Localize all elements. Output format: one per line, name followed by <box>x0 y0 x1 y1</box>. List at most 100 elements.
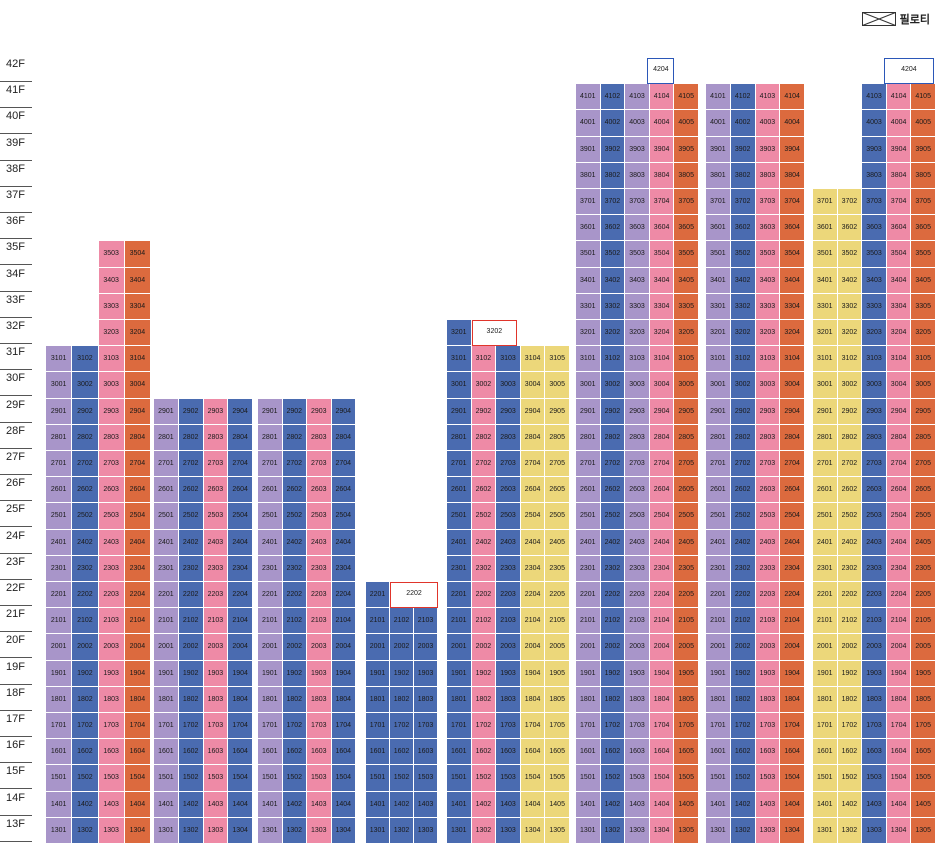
unit-2804: 2804 <box>649 424 675 451</box>
unit-1302: 1302 <box>600 817 626 844</box>
unit-3602: 3602 <box>730 215 756 242</box>
unit-1703: 1703 <box>862 713 887 740</box>
unit-1304: 1304 <box>649 817 675 844</box>
unit-1504: 1504 <box>331 765 356 792</box>
unit-1802: 1802 <box>600 686 626 713</box>
floor-label: 16F <box>0 737 32 764</box>
unit-1903: 1903 <box>98 660 125 687</box>
unit-3701: 3701 <box>576 189 601 216</box>
unit-3103: 3103 <box>755 346 781 373</box>
unit-2302: 2302 <box>837 555 863 582</box>
unit-2303: 2303 <box>496 555 521 582</box>
unit-2204: 2204 <box>520 582 546 609</box>
unit-2303: 2303 <box>203 555 229 582</box>
unit-1801: 1801 <box>576 686 601 713</box>
unit-2701: 2701 <box>447 451 472 478</box>
unit-2905: 2905 <box>674 398 699 425</box>
unit-2702: 2702 <box>837 451 863 478</box>
unit-2002: 2002 <box>178 634 204 661</box>
unit-1404: 1404 <box>780 791 805 818</box>
unit-3204: 3204 <box>886 320 912 347</box>
unit-3903: 3903 <box>755 136 781 163</box>
unit-2104: 2104 <box>124 608 151 635</box>
unit-3205: 3205 <box>911 320 936 347</box>
unit-3703: 3703 <box>755 189 781 216</box>
unit-2502: 2502 <box>471 503 497 530</box>
unit-2501: 2501 <box>447 503 472 530</box>
unit-3201: 3201 <box>576 320 601 347</box>
unit-3502: 3502 <box>600 241 626 268</box>
unit-2203: 2203 <box>98 582 125 609</box>
unit-2401: 2401 <box>706 529 731 556</box>
unit-2804: 2804 <box>228 424 253 451</box>
unit-3702: 3702 <box>730 189 756 216</box>
floor-label: 34F <box>0 266 32 292</box>
unit-2701: 2701 <box>154 451 179 478</box>
unit-4104: 4104 <box>649 84 675 111</box>
unit-2201: 2201 <box>366 582 390 609</box>
unit-4002: 4002 <box>730 110 756 137</box>
floor-label: 37F <box>0 187 32 213</box>
unit-2403: 2403 <box>496 529 521 556</box>
unit-2104: 2104 <box>780 608 805 635</box>
unit-1401: 1401 <box>258 791 283 818</box>
floor-label: 13F <box>0 816 32 842</box>
unit-2205: 2205 <box>911 582 936 609</box>
unit-1502: 1502 <box>282 765 307 792</box>
unit-1405: 1405 <box>911 791 936 818</box>
unit-3601: 3601 <box>706 215 731 242</box>
unit-1703: 1703 <box>307 713 332 740</box>
unit-2702: 2702 <box>471 451 497 478</box>
unit-2901: 2901 <box>258 398 283 425</box>
unit-2703: 2703 <box>307 451 332 478</box>
unit-3101: 3101 <box>46 346 73 373</box>
unit-3203: 3203 <box>98 320 125 347</box>
unit-1803: 1803 <box>98 686 125 713</box>
unit-3901: 3901 <box>706 136 731 163</box>
unit-3101: 3101 <box>576 346 601 373</box>
piloti-x-box-icon <box>861 12 896 26</box>
unit-2603: 2603 <box>625 477 650 504</box>
unit-2904: 2904 <box>331 398 356 425</box>
unit-2605: 2605 <box>674 477 699 504</box>
unit-1502: 1502 <box>178 765 204 792</box>
unit-3604: 3604 <box>886 215 912 242</box>
unit-1805: 1805 <box>545 686 570 713</box>
unit-3702: 3702 <box>837 189 863 216</box>
unit-3101: 3101 <box>447 346 472 373</box>
unit-1903: 1903 <box>755 660 781 687</box>
unit-3403: 3403 <box>625 267 650 294</box>
unit-3702: 3702 <box>600 189 626 216</box>
unit-1302: 1302 <box>178 817 204 844</box>
unit-1303: 1303 <box>755 817 781 844</box>
unit-2404: 2404 <box>649 529 675 556</box>
unit-1704: 1704 <box>331 713 356 740</box>
unit-1305: 1305 <box>911 817 936 844</box>
unit-2504: 2504 <box>780 503 805 530</box>
unit-2601: 2601 <box>46 477 73 504</box>
unit-2704: 2704 <box>886 451 912 478</box>
floor-label: 39F <box>0 135 32 161</box>
unit-1503: 1503 <box>203 765 229 792</box>
unit-1601: 1601 <box>813 739 838 766</box>
unit-2302: 2302 <box>282 555 307 582</box>
unit-4001: 4001 <box>706 110 731 137</box>
legend-label: 필로티 <box>899 14 930 26</box>
unit-2602: 2602 <box>282 477 307 504</box>
unit-3703: 3703 <box>862 189 887 216</box>
unit-2502: 2502 <box>730 503 756 530</box>
unit-1901: 1901 <box>576 660 601 687</box>
unit-2304: 2304 <box>124 555 151 582</box>
unit-3601: 3601 <box>576 215 601 242</box>
unit-1501: 1501 <box>46 765 73 792</box>
unit-2502: 2502 <box>837 503 863 530</box>
unit-2302: 2302 <box>72 555 99 582</box>
legend: 필로티 <box>861 11 930 27</box>
unit-2901: 2901 <box>576 398 601 425</box>
unit-3003: 3003 <box>625 372 650 399</box>
unit-3203: 3203 <box>862 320 887 347</box>
floor-label: 36F <box>0 213 32 240</box>
unit-3405: 3405 <box>674 267 699 294</box>
unit-2203: 2203 <box>203 582 229 609</box>
unit-1701: 1701 <box>576 713 601 740</box>
